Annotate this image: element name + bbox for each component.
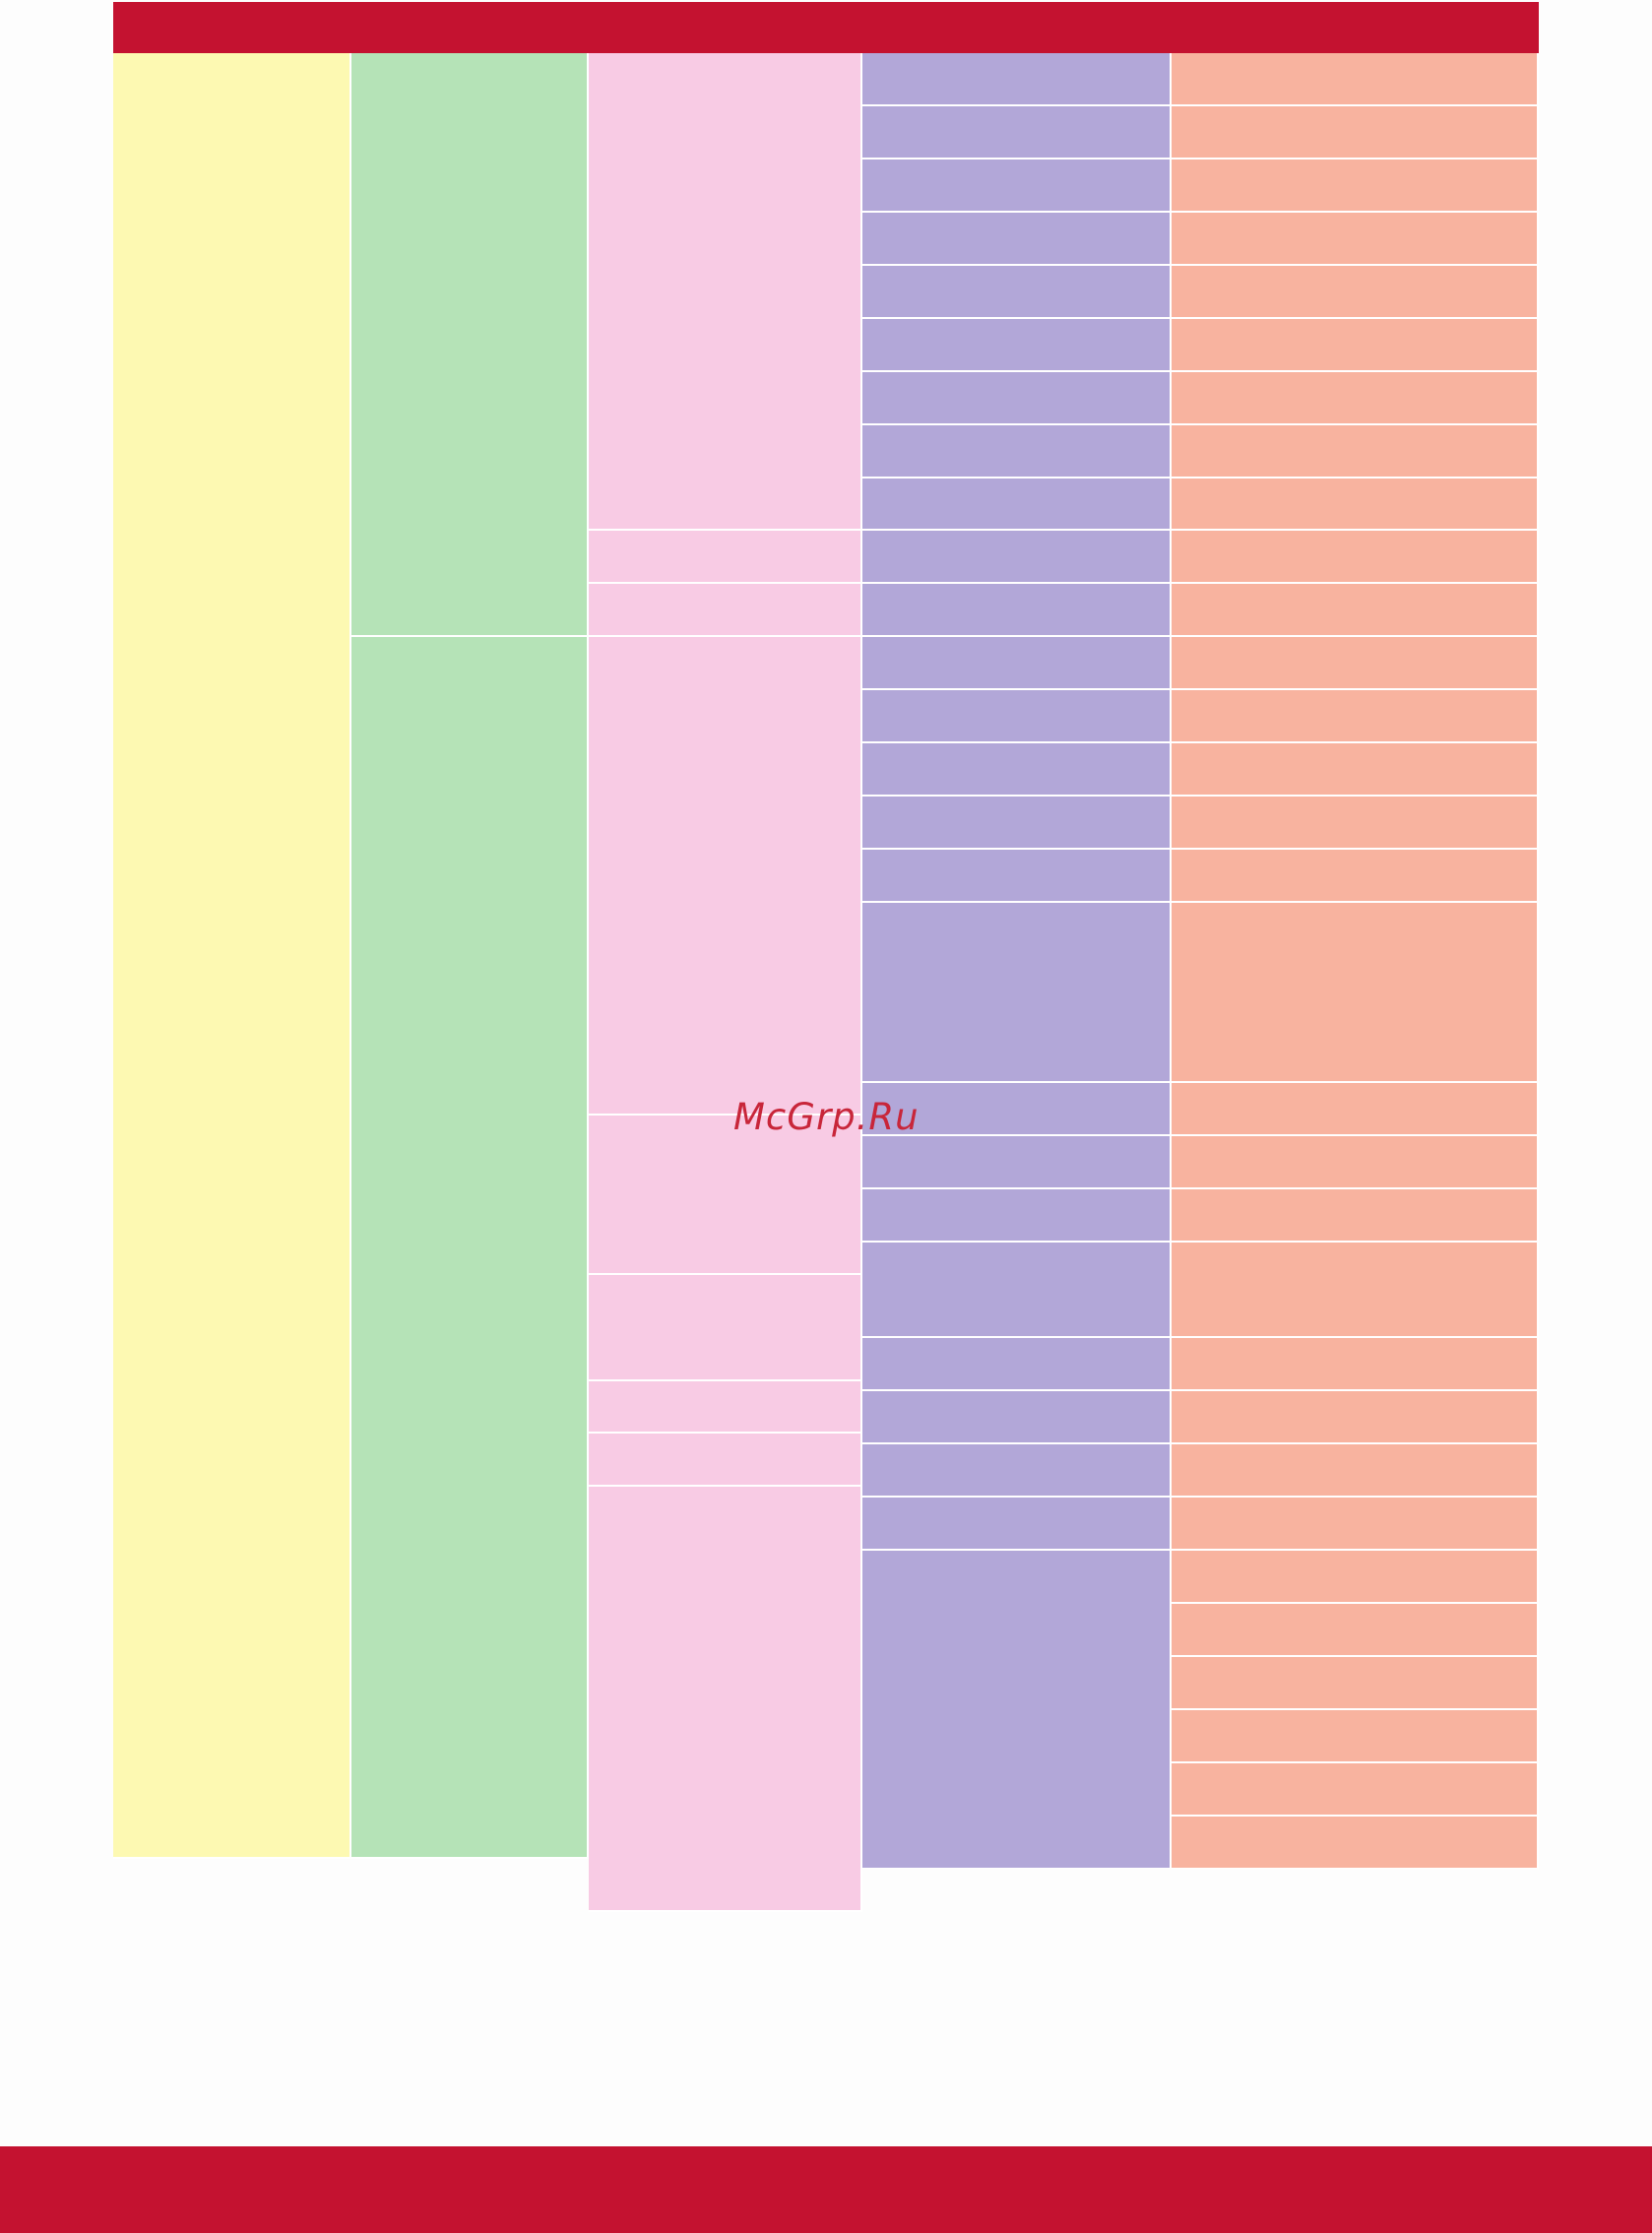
level-4-cell	[862, 1391, 1172, 1444]
level-4-cell	[862, 213, 1172, 266]
level-5-cell	[1172, 531, 1539, 584]
level-2-cell	[351, 53, 589, 637]
level-4-cell	[862, 1444, 1172, 1498]
level-4-cell	[862, 266, 1172, 319]
level-5-cell	[1172, 160, 1539, 213]
level-5-cell	[1172, 1444, 1539, 1498]
level-2-cell	[351, 637, 589, 1859]
level-5-cell	[1172, 637, 1539, 690]
footer-band	[0, 2146, 1652, 2233]
level-4-cell	[862, 1551, 1172, 1870]
level-3-cell	[589, 1275, 862, 1381]
level-5-cell	[1172, 1136, 1539, 1189]
level-4-cell	[862, 53, 1172, 106]
level-5-cell	[1172, 266, 1539, 319]
level-4-cell	[862, 1083, 1172, 1136]
level-3-cell	[589, 53, 862, 531]
level-5-cell	[1172, 1243, 1539, 1338]
level-5-cell	[1172, 903, 1539, 1083]
level-4-cell	[862, 1243, 1172, 1338]
level-5-cell	[1172, 319, 1539, 372]
level-4-cell	[862, 1498, 1172, 1551]
level-4-cell	[862, 425, 1172, 478]
level-3-cell	[589, 584, 862, 637]
level-4-cell	[862, 690, 1172, 743]
level-5-cell	[1172, 1189, 1539, 1243]
level-4-cell	[862, 743, 1172, 797]
level-5-cell	[1172, 1604, 1539, 1657]
level-3-cell	[589, 1116, 862, 1275]
level-4-cell	[862, 531, 1172, 584]
level-5-cell	[1172, 850, 1539, 903]
level-4-cell	[862, 1189, 1172, 1243]
level-4-cell	[862, 160, 1172, 213]
level-5-cell	[1172, 1551, 1539, 1604]
level-4-cell	[862, 319, 1172, 372]
level-1-cell	[113, 53, 351, 1859]
level-3-cell	[589, 1434, 862, 1487]
menu-tree-table	[113, 53, 1539, 1912]
level-5-cell	[1172, 53, 1539, 106]
header-band	[113, 2, 1539, 53]
level-5-cell	[1172, 425, 1539, 478]
level-4-cell	[862, 903, 1172, 1083]
level-4-cell	[862, 478, 1172, 531]
level-4-cell	[862, 372, 1172, 425]
level-5-cell	[1172, 690, 1539, 743]
level-5-cell	[1172, 743, 1539, 797]
level-5-cell	[1172, 372, 1539, 425]
level-5-cell	[1172, 1498, 1539, 1551]
level-4-cell	[862, 106, 1172, 160]
level-5-cell	[1172, 797, 1539, 850]
level-4-cell	[862, 1136, 1172, 1189]
level-4-cell	[862, 1338, 1172, 1391]
level-5-cell	[1172, 1763, 1539, 1817]
level-5-cell	[1172, 1083, 1539, 1136]
level-5-cell	[1172, 1657, 1539, 1710]
level-4-cell	[862, 584, 1172, 637]
level-5-cell	[1172, 106, 1539, 160]
level-4-cell	[862, 637, 1172, 690]
level-3-cell	[589, 1487, 862, 1912]
level-3-cell	[589, 1381, 862, 1434]
level-5-cell	[1172, 1817, 1539, 1870]
level-5-cell	[1172, 1391, 1539, 1444]
level-5-cell	[1172, 1338, 1539, 1391]
watermark-text: McGrp.Ru	[733, 1096, 920, 1138]
level-3-cell	[589, 531, 862, 584]
level-3-cell	[589, 637, 862, 1116]
level-5-cell	[1172, 584, 1539, 637]
level-5-cell	[1172, 478, 1539, 531]
level-5-cell	[1172, 1710, 1539, 1763]
level-5-cell	[1172, 213, 1539, 266]
level-4-cell	[862, 797, 1172, 850]
level-4-cell	[862, 850, 1172, 903]
